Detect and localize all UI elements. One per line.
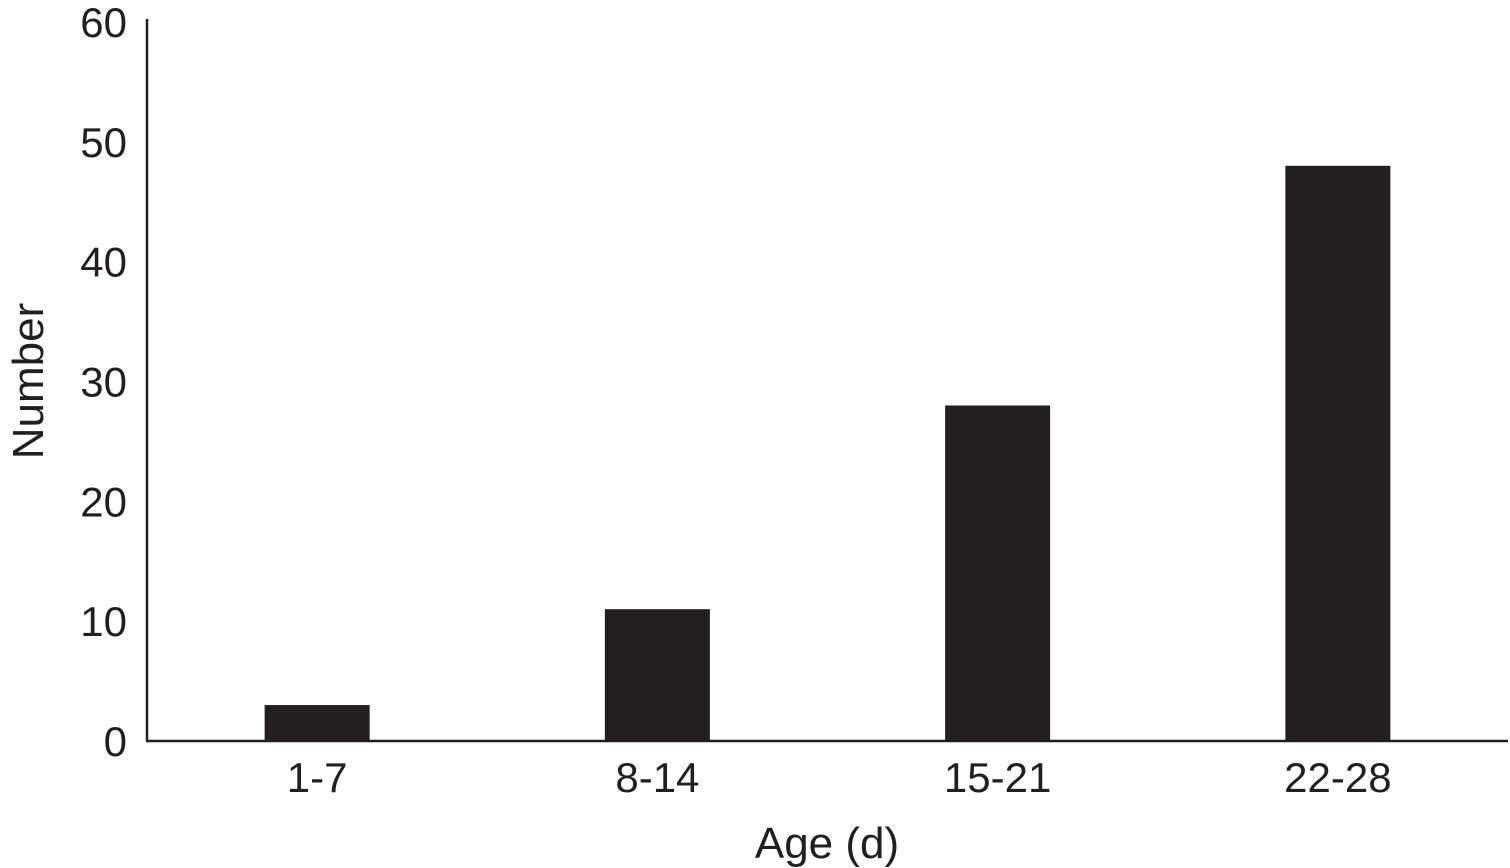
bar-8-14 bbox=[604, 609, 710, 741]
y-tick-label: 30 bbox=[80, 359, 127, 406]
bar-22-28 bbox=[1285, 165, 1391, 742]
y-tick-label: 0 bbox=[104, 718, 127, 765]
x-tick-label: 1-7 bbox=[287, 754, 348, 801]
y-axis-label: Number bbox=[4, 303, 53, 460]
x-tick-label: 15-21 bbox=[944, 754, 1051, 801]
x-tick-label: 22-28 bbox=[1284, 754, 1391, 801]
x-axis-label: Age (d) bbox=[755, 819, 899, 868]
x-tick-label: 8-14 bbox=[615, 754, 699, 801]
y-tick-label: 60 bbox=[80, 0, 127, 46]
bar-1-7 bbox=[264, 705, 370, 741]
y-tick-label: 10 bbox=[80, 598, 127, 645]
y-tick-label: 40 bbox=[80, 239, 127, 286]
y-tick-label: 50 bbox=[80, 119, 127, 166]
y-tick-label: 20 bbox=[80, 478, 127, 525]
bar-15-21 bbox=[945, 405, 1051, 741]
